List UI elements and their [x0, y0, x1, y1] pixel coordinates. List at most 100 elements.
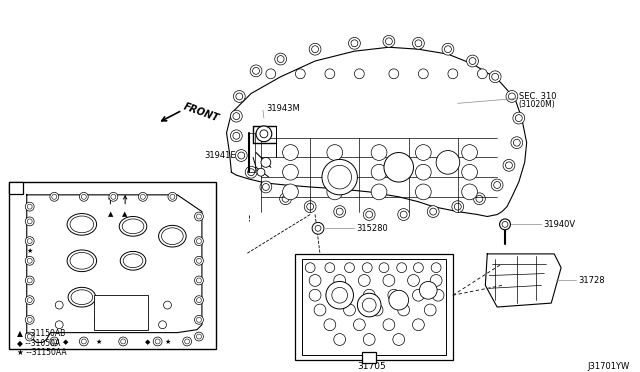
Circle shape — [196, 214, 202, 219]
Circle shape — [389, 69, 399, 79]
Circle shape — [351, 40, 358, 47]
Circle shape — [384, 153, 413, 182]
Text: ◆: ◆ — [145, 340, 150, 346]
Circle shape — [419, 282, 437, 299]
Circle shape — [257, 168, 265, 176]
Ellipse shape — [119, 217, 147, 236]
Circle shape — [413, 319, 424, 331]
Circle shape — [513, 139, 520, 146]
Circle shape — [260, 130, 268, 138]
Circle shape — [371, 164, 387, 180]
Text: ★: ★ — [27, 248, 33, 254]
Circle shape — [500, 219, 511, 230]
Circle shape — [280, 193, 291, 205]
Circle shape — [364, 289, 375, 301]
Circle shape — [511, 137, 523, 148]
Ellipse shape — [120, 251, 146, 270]
Circle shape — [454, 203, 461, 210]
Circle shape — [315, 225, 321, 231]
Circle shape — [448, 69, 458, 79]
Circle shape — [28, 317, 32, 322]
Circle shape — [474, 193, 485, 205]
Circle shape — [328, 165, 351, 189]
Circle shape — [436, 151, 460, 174]
Circle shape — [25, 332, 34, 341]
Circle shape — [344, 263, 355, 273]
Circle shape — [430, 275, 442, 286]
Text: 31705: 31705 — [356, 362, 385, 371]
Circle shape — [183, 337, 191, 346]
Circle shape — [304, 201, 316, 212]
Circle shape — [334, 334, 346, 346]
Circle shape — [452, 201, 463, 212]
Text: ▲: ▲ — [122, 212, 128, 218]
Circle shape — [234, 90, 245, 102]
Circle shape — [233, 132, 240, 139]
Circle shape — [159, 321, 166, 329]
Circle shape — [230, 130, 243, 142]
Circle shape — [25, 315, 34, 324]
Bar — [302, 259, 446, 355]
Circle shape — [415, 184, 431, 200]
Circle shape — [477, 69, 487, 79]
Circle shape — [461, 164, 477, 180]
Circle shape — [327, 164, 342, 180]
Circle shape — [153, 337, 162, 346]
Circle shape — [312, 46, 319, 53]
Circle shape — [170, 194, 175, 199]
Circle shape — [469, 58, 476, 64]
Circle shape — [334, 275, 346, 286]
Circle shape — [296, 69, 305, 79]
Ellipse shape — [68, 287, 95, 307]
Ellipse shape — [71, 290, 93, 305]
Circle shape — [336, 208, 343, 215]
Circle shape — [195, 256, 204, 265]
Circle shape — [461, 145, 477, 160]
Circle shape — [282, 195, 289, 202]
Ellipse shape — [159, 225, 186, 247]
Ellipse shape — [123, 254, 143, 268]
Circle shape — [50, 192, 59, 201]
Circle shape — [185, 339, 189, 344]
Circle shape — [111, 194, 116, 199]
Text: A: A — [365, 352, 373, 362]
Circle shape — [195, 296, 204, 305]
Circle shape — [314, 304, 326, 316]
Circle shape — [196, 298, 202, 302]
Circle shape — [233, 113, 240, 119]
Circle shape — [283, 164, 298, 180]
Circle shape — [339, 289, 351, 301]
Polygon shape — [227, 47, 527, 217]
Circle shape — [196, 317, 202, 322]
Circle shape — [309, 289, 321, 301]
Text: 315280: 315280 — [356, 224, 388, 233]
Circle shape — [119, 337, 127, 346]
Circle shape — [503, 160, 515, 171]
Circle shape — [358, 275, 370, 286]
Text: A: A — [12, 183, 20, 193]
Circle shape — [489, 71, 501, 83]
Circle shape — [442, 43, 454, 55]
Circle shape — [236, 93, 243, 100]
Circle shape — [362, 298, 376, 312]
Circle shape — [506, 90, 518, 102]
Circle shape — [309, 275, 321, 286]
Circle shape — [492, 179, 503, 191]
Circle shape — [383, 35, 395, 47]
Circle shape — [309, 43, 321, 55]
Circle shape — [366, 211, 372, 218]
Circle shape — [432, 289, 444, 301]
Circle shape — [236, 150, 247, 161]
Circle shape — [428, 206, 439, 218]
Circle shape — [305, 263, 315, 273]
Circle shape — [493, 182, 500, 189]
Circle shape — [362, 263, 372, 273]
Circle shape — [52, 339, 57, 344]
Circle shape — [195, 212, 204, 221]
Circle shape — [371, 184, 387, 200]
Circle shape — [52, 194, 57, 199]
Circle shape — [476, 195, 483, 202]
Circle shape — [385, 38, 392, 45]
Ellipse shape — [122, 219, 144, 234]
Circle shape — [28, 298, 32, 302]
